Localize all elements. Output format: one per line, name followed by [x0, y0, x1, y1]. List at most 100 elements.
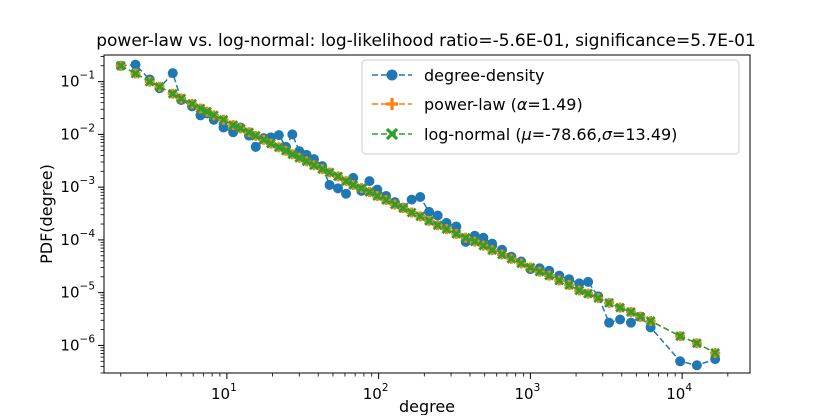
legend-frame — [361, 59, 740, 155]
data-point-degree-density — [341, 188, 352, 199]
data-point-log-normal — [506, 253, 517, 264]
data-point-log-normal — [432, 220, 443, 231]
y-axis-label: PDF(degree) — [37, 164, 56, 264]
data-point-log-normal — [516, 258, 527, 269]
y-tick-label: 10−6 — [60, 333, 95, 354]
y-tick-label-exp: −2 — [80, 122, 95, 134]
plot-frame — [103, 54, 751, 374]
legend-value-sigma: =13.49) — [612, 125, 677, 144]
data-point-degree-density — [583, 276, 594, 287]
data-point-log-normal — [308, 160, 319, 171]
data-point-degree-density — [130, 59, 141, 70]
x-tick-label-base: 10 — [363, 385, 382, 403]
data-point-log-normal — [625, 307, 636, 317]
data-point-degree-density — [478, 232, 489, 243]
data-point-log-normal — [554, 275, 565, 286]
legend-param-sigma: σ — [602, 125, 613, 144]
y-tick-label-base: 10 — [60, 284, 79, 302]
data-point-log-normal — [202, 106, 213, 117]
y-tick-label-base: 10 — [60, 178, 79, 196]
data-point-log-normal — [244, 127, 255, 138]
legend-entry-power-law: power-law (α=1.49) — [372, 95, 583, 114]
y-tick-label: 10−4 — [60, 228, 95, 249]
data-point-log-normal — [115, 60, 126, 71]
legend-text-degree-density: degree-density — [424, 66, 545, 85]
data-point-log-normal — [187, 98, 198, 109]
data-point-degree-density — [424, 206, 435, 217]
data-point-log-normal — [424, 215, 435, 226]
data-point-log-normal — [208, 110, 219, 121]
chart-title: power-law vs. log-normal: log-likelihood… — [96, 31, 756, 51]
x-tick-label: 101 — [211, 382, 237, 403]
x-tick-label-exp: 4 — [685, 382, 692, 394]
x-tick-label-exp: 2 — [382, 382, 389, 394]
data-point-log-normal — [348, 179, 359, 190]
data-point-degree-density — [691, 360, 702, 371]
x-axis-label: degree — [399, 397, 455, 415]
data-point-log-normal — [265, 138, 276, 149]
y-tick-label-base: 10 — [60, 231, 79, 249]
legend-param-mu: μ — [521, 125, 532, 144]
x-tick-label-base: 10 — [514, 385, 533, 403]
data-point-log-normal — [287, 149, 298, 160]
data-point-log-normal — [593, 293, 604, 304]
data-point-degree-density — [574, 278, 585, 289]
data-point-log-normal — [273, 142, 284, 153]
legend-label-degree-density: degree-density — [424, 66, 545, 85]
data-point-log-normal — [460, 232, 471, 243]
data-point-log-normal — [324, 167, 335, 178]
data-point-degree-density — [415, 192, 426, 203]
y-tick-label: 10−5 — [60, 281, 95, 302]
data-point-degree-density — [364, 176, 375, 187]
data-point-log-normal — [372, 191, 383, 201]
data-point-log-normal — [544, 270, 555, 281]
data-point-degree-density — [604, 317, 615, 328]
data-point-log-normal — [583, 288, 594, 299]
data-point-degree-density — [406, 194, 417, 205]
legend-marker-power-law — [386, 98, 398, 110]
data-point-log-normal — [487, 245, 498, 256]
data-point-log-normal — [604, 297, 615, 308]
data-point-log-normal — [341, 176, 352, 187]
data-point-degree-density — [287, 129, 298, 140]
x-tick-label: 103 — [514, 382, 540, 403]
y-tick-label-exp: −6 — [80, 333, 96, 345]
data-point-log-normal — [451, 228, 462, 239]
series-log-normal — [115, 60, 721, 358]
y-tick-label-exp: −3 — [80, 175, 95, 187]
data-point-log-normal — [564, 279, 575, 290]
data-point-degree-density — [324, 179, 335, 190]
data-point-log-normal — [574, 285, 585, 296]
data-point-log-normal — [441, 224, 452, 235]
legend: degree-density power-law (α=1.49) log-no… — [361, 59, 740, 155]
data-point-log-normal — [389, 199, 400, 210]
data-point-log-normal — [218, 114, 229, 125]
data-point-degree-density — [333, 183, 344, 194]
data-point-log-normal — [497, 249, 507, 260]
data-point-log-normal — [130, 68, 141, 79]
data-point-log-normal — [258, 134, 269, 145]
data-point-log-normal — [154, 81, 165, 92]
legend-entry-degree-density: degree-density — [372, 66, 545, 85]
y-tick-label-exp: −5 — [80, 281, 95, 293]
data-point-degree-density — [273, 130, 284, 141]
data-point-log-normal — [167, 88, 178, 99]
series-layer — [115, 59, 721, 371]
data-point-log-normal — [525, 262, 536, 273]
x-tick-label-base: 10 — [666, 385, 685, 403]
x-tick-label-exp: 1 — [230, 382, 237, 394]
data-point-degree-density — [625, 317, 636, 328]
x-tick-label: 104 — [666, 382, 692, 403]
legend-label-log-normal: log-normal (μ=-78.66,σ=13.49) — [424, 125, 677, 144]
y-tick-label: 10−3 — [60, 175, 95, 196]
y-tick-label: 10−2 — [60, 122, 95, 143]
data-point-log-normal — [691, 338, 702, 349]
data-point-log-normal — [635, 311, 646, 322]
data-point-degree-density — [451, 221, 462, 232]
data-point-log-normal — [301, 156, 312, 167]
legend-value-alpha: =1.49) — [527, 95, 582, 114]
x-tick-label-exp: 3 — [534, 382, 541, 394]
data-point-log-normal — [176, 93, 187, 104]
data-point-degree-density — [218, 122, 229, 133]
